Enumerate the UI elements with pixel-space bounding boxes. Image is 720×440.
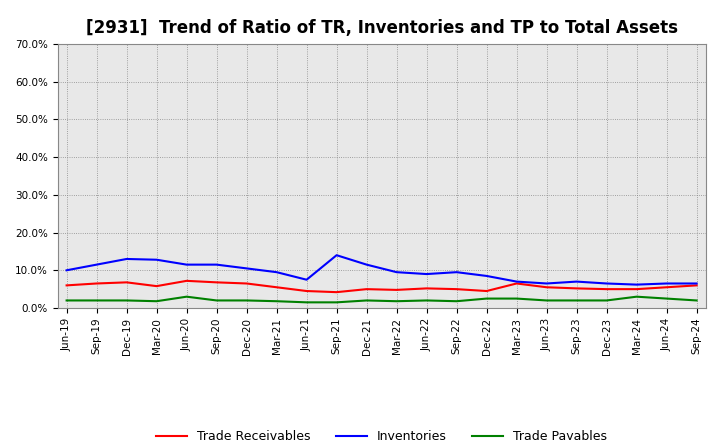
Trade Receivables (122, 280, 131, 285)
Inventories (662, 281, 671, 286)
Trade Receivables (513, 281, 521, 286)
Inventories (153, 257, 161, 262)
Inventories (242, 266, 251, 271)
Trade Payables (62, 298, 71, 303)
Trade Receivables (333, 290, 341, 295)
Title: [2931]  Trend of Ratio of TR, Inventories and TP to Total Assets: [2931] Trend of Ratio of TR, Inventories… (86, 19, 678, 37)
Trade Receivables (92, 281, 101, 286)
Trade Receivables (602, 286, 611, 292)
Inventories (452, 270, 461, 275)
Inventories (542, 281, 551, 286)
Line: Trade Payables: Trade Payables (66, 297, 697, 302)
Trade Payables (422, 298, 431, 303)
Trade Receivables (542, 285, 551, 290)
Legend: Trade Receivables, Inventories, Trade Payables: Trade Receivables, Inventories, Trade Pa… (151, 425, 612, 440)
Trade Payables (92, 298, 101, 303)
Inventories (422, 271, 431, 277)
Inventories (572, 279, 581, 284)
Trade Payables (242, 298, 251, 303)
Trade Receivables (362, 286, 371, 292)
Inventories (122, 257, 131, 262)
Inventories (392, 270, 401, 275)
Trade Payables (302, 300, 311, 305)
Trade Payables (182, 294, 191, 299)
Trade Receivables (693, 283, 701, 288)
Inventories (62, 268, 71, 273)
Inventories (333, 253, 341, 258)
Trade Receivables (182, 278, 191, 283)
Trade Payables (602, 298, 611, 303)
Trade Receivables (572, 286, 581, 291)
Trade Payables (212, 298, 221, 303)
Trade Payables (362, 298, 371, 303)
Trade Payables (153, 299, 161, 304)
Inventories (362, 262, 371, 267)
Trade Receivables (452, 286, 461, 292)
Trade Receivables (242, 281, 251, 286)
Trade Payables (272, 299, 281, 304)
Inventories (602, 281, 611, 286)
Trade Receivables (272, 285, 281, 290)
Inventories (693, 281, 701, 286)
Trade Receivables (302, 288, 311, 293)
Trade Payables (482, 296, 491, 301)
Trade Receivables (482, 288, 491, 293)
Trade Payables (333, 300, 341, 305)
Inventories (513, 279, 521, 284)
Trade Receivables (153, 283, 161, 289)
Trade Receivables (392, 287, 401, 293)
Trade Receivables (212, 280, 221, 285)
Trade Payables (572, 298, 581, 303)
Trade Payables (542, 298, 551, 303)
Trade Payables (662, 296, 671, 301)
Inventories (302, 277, 311, 282)
Trade Payables (122, 298, 131, 303)
Trade Payables (693, 298, 701, 303)
Inventories (482, 273, 491, 279)
Line: Inventories: Inventories (66, 255, 697, 285)
Trade Payables (392, 299, 401, 304)
Trade Payables (513, 296, 521, 301)
Trade Receivables (62, 283, 71, 288)
Inventories (212, 262, 221, 267)
Inventories (632, 282, 641, 287)
Line: Trade Receivables: Trade Receivables (66, 281, 697, 292)
Trade Payables (452, 299, 461, 304)
Trade Receivables (422, 286, 431, 291)
Trade Receivables (662, 285, 671, 290)
Trade Receivables (632, 286, 641, 292)
Inventories (92, 262, 101, 267)
Inventories (182, 262, 191, 267)
Inventories (272, 270, 281, 275)
Trade Payables (632, 294, 641, 299)
